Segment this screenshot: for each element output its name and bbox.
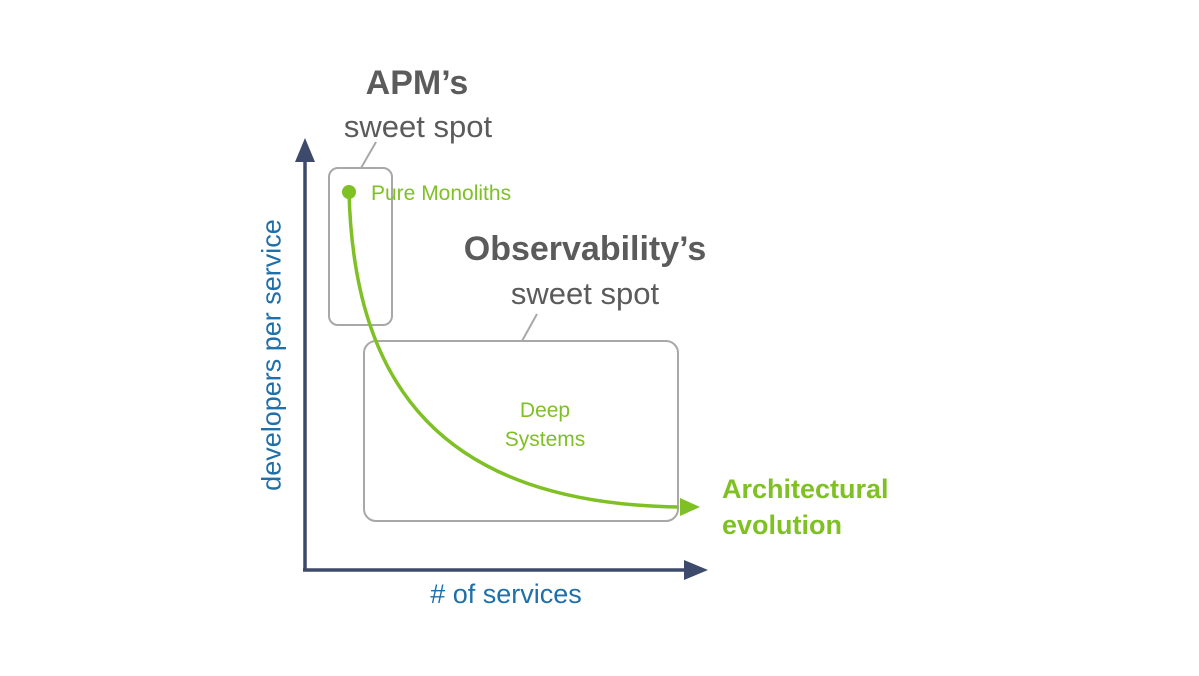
- evolution-curve: [347, 191, 679, 509]
- evolution-curve-arrowhead: [680, 498, 700, 516]
- y-axis-arrowhead: [295, 138, 315, 162]
- pure-monolith-dot: [342, 185, 356, 199]
- observability-subtitle: sweet spot: [510, 276, 660, 311]
- observability-region-box: [363, 340, 679, 522]
- apm-title: APM’s: [365, 64, 469, 102]
- y-axis-label: developers per service: [256, 219, 287, 491]
- architectural-evolution-label-line1: Architectural: [722, 474, 889, 504]
- apm-callout-line: [360, 141, 377, 169]
- x-axis-arrowhead: [684, 560, 708, 580]
- x-axis-label: # of services: [430, 579, 582, 609]
- observability-title: Observability’s: [463, 230, 707, 268]
- architectural-evolution-label-line2: evolution: [722, 510, 842, 540]
- observability-callout-line: [521, 313, 538, 342]
- deep-systems-label-line1: Deep: [519, 399, 571, 422]
- pure-monoliths-label: Pure Monoliths: [371, 182, 512, 205]
- apm-region-box: [328, 167, 393, 326]
- apm-subtitle: sweet spot: [343, 109, 493, 144]
- deep-systems-label-line2: Systems: [504, 428, 586, 451]
